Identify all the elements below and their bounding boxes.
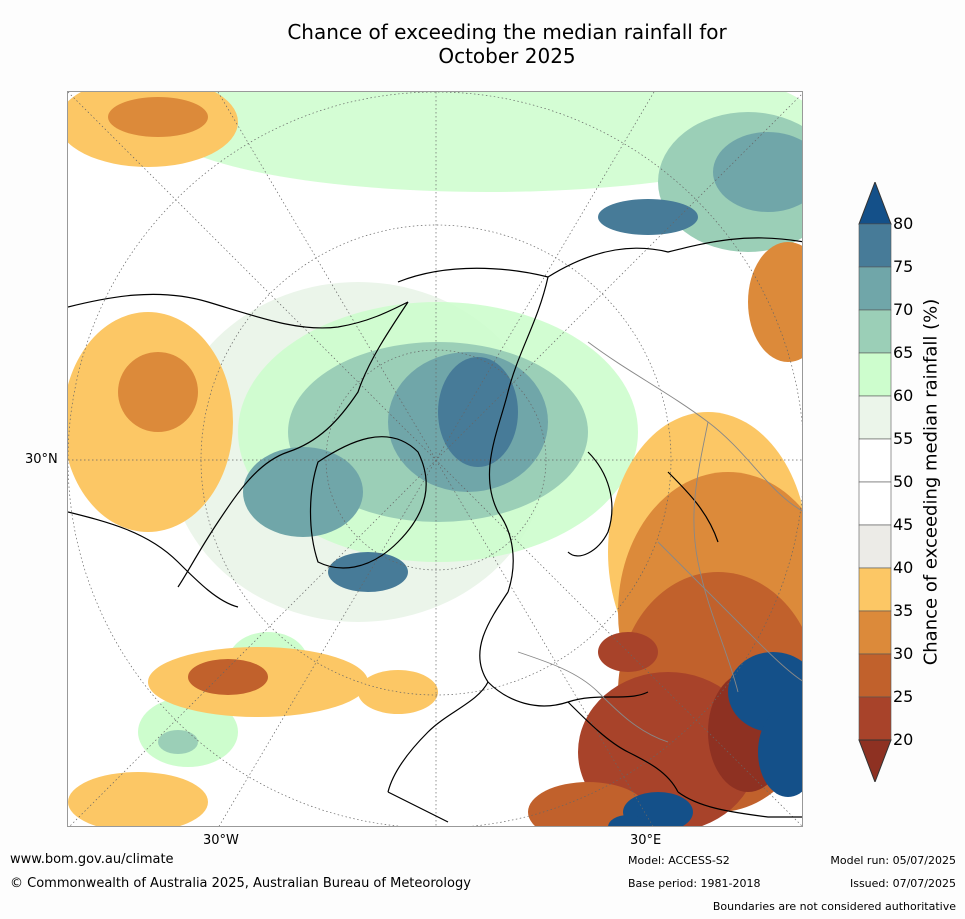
lat-label-30n: 30°N <box>25 452 58 467</box>
coastlines <box>68 237 802 823</box>
colorbar-tick-label: 55 <box>893 429 914 448</box>
colorbar-extend-upper <box>858 180 892 225</box>
lon-label-30e: 30°E <box>630 833 662 848</box>
colorbar-segment <box>858 352 892 397</box>
footer-base-period: Base period: 1981-2018 <box>628 877 761 890</box>
title-line-2: October 2025 <box>438 44 576 68</box>
colorbar-tick-label: 50 <box>893 472 914 491</box>
map-title: Chance of exceeding the median rainfall … <box>0 20 965 68</box>
colorbar-graphic <box>858 180 892 784</box>
colorbar-segment <box>858 524 892 569</box>
colorbar-tick-label: 40 <box>893 558 914 577</box>
lon-label-30w: 30°W <box>203 833 239 848</box>
graticule <box>68 92 802 826</box>
probability-map <box>67 91 803 827</box>
colorbar-tick-label: 45 <box>893 515 914 534</box>
colorbar-tick-label: 20 <box>893 730 914 749</box>
colorbar-tick-label: 25 <box>893 687 914 706</box>
colorbar-tick-label: 30 <box>893 644 914 663</box>
footer-copyright: © Commonwealth of Australia 2025, Austra… <box>10 876 471 891</box>
title-line-1: Chance of exceeding the median rainfall … <box>287 20 727 44</box>
colorbar-segment <box>858 223 892 268</box>
footer-model: Model: ACCESS-S2 <box>628 854 730 867</box>
map-canvas <box>68 92 802 826</box>
colorbar-segment <box>858 653 892 698</box>
colorbar-extend-lower <box>858 739 892 784</box>
colorbar-segment <box>858 481 892 526</box>
very-wet-patches <box>608 652 802 826</box>
footer-disclaimer: Boundaries are not considered authoritat… <box>712 900 956 913</box>
colorbar-segment <box>858 395 892 440</box>
colorbar-tick-label: 70 <box>893 300 914 319</box>
colorbar-segment <box>858 309 892 354</box>
footer-url: www.bom.gov.au/climate <box>10 852 174 867</box>
colorbar <box>858 180 892 786</box>
colorbar-segment <box>858 266 892 311</box>
colorbar-tick-label: 80 <box>893 214 914 233</box>
colorbar-segment <box>858 610 892 655</box>
colorbar-segment <box>858 567 892 612</box>
political-borders <box>517 341 802 743</box>
colorbar-tick-label: 75 <box>893 257 914 276</box>
colorbar-segment <box>858 438 892 483</box>
colorbar-segment <box>858 696 892 741</box>
colorbar-tick-label: 65 <box>893 343 914 362</box>
colorbar-tick-label: 35 <box>893 601 914 620</box>
colorbar-title: Chance of exceeding median rainfall (%) <box>920 298 942 666</box>
colorbar-tick-label: 60 <box>893 386 914 405</box>
footer-model-run: Model run: 05/07/2025 <box>830 854 956 867</box>
footer-issued: Issued: 07/07/2025 <box>849 877 956 890</box>
